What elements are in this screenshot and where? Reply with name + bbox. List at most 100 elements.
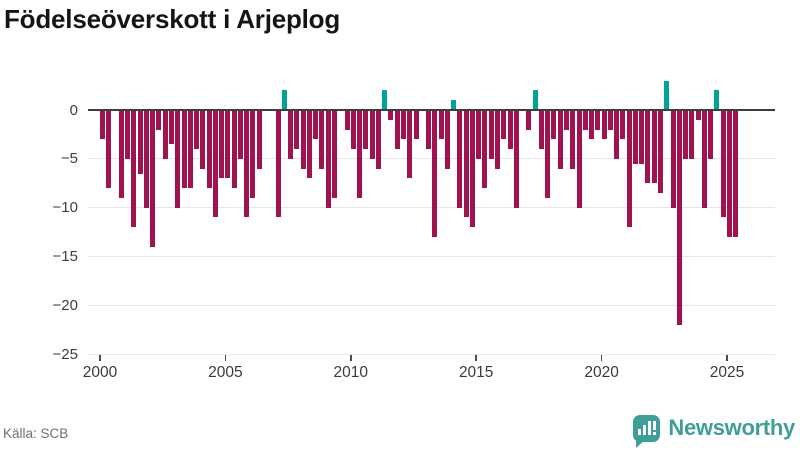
bar-q15 (194, 110, 200, 150)
y-axis-label: −25 (52, 345, 78, 363)
zero-axis-line (88, 108, 775, 112)
bar-q101 (733, 110, 739, 237)
bar-q13 (181, 110, 187, 189)
logo-exclamation-icon (653, 420, 657, 430)
logo-bar-icon (648, 420, 652, 435)
x-tick-2000 (99, 355, 101, 361)
bar-q16 (200, 110, 206, 169)
bar-q42 (363, 110, 369, 150)
source-note: Källa: SCB (3, 426, 69, 441)
bar-q47 (394, 110, 400, 150)
bar-q10 (162, 110, 168, 159)
x-tick-2005 (224, 355, 227, 361)
bar-q58 (463, 110, 469, 218)
newsworthy-logo-icon (633, 414, 661, 448)
bar-q62 (488, 110, 494, 159)
bar-q68 (526, 110, 532, 130)
bar-q22 (237, 110, 243, 159)
bar-q89 (658, 110, 664, 194)
bar-q59 (469, 110, 475, 228)
bar-q79 (595, 110, 601, 130)
bar-q34 (313, 110, 319, 140)
bar-q54 (438, 110, 444, 140)
gridline--20 (88, 304, 775, 306)
gridline--5 (88, 158, 775, 160)
bar-q98 (714, 90, 720, 110)
bar-q3 (118, 110, 124, 198)
bar-q35 (319, 110, 325, 169)
bar-q64 (501, 110, 507, 140)
bar-q84 (626, 110, 632, 228)
y-axis-label: −20 (52, 296, 78, 314)
bar-q37 (331, 110, 337, 198)
bar-q48 (400, 110, 406, 140)
y-axis-label: −10 (52, 199, 78, 217)
bar-q9 (156, 110, 162, 130)
bar-q36 (325, 110, 331, 208)
bar-q100 (727, 110, 732, 237)
gridline--10 (88, 207, 775, 209)
newsworthy-logo[interactable]: Newsworthy (633, 410, 795, 448)
bar-q93 (683, 110, 689, 159)
bar-q70 (538, 110, 544, 150)
bar-q8 (150, 110, 156, 247)
bar-q81 (607, 110, 613, 130)
bar-q7 (143, 110, 149, 208)
bar-q11 (168, 110, 174, 145)
bar-q60 (476, 110, 482, 159)
y-axis-label: 0 (69, 101, 78, 119)
gridline--15 (88, 256, 775, 258)
bar-q23 (244, 110, 250, 218)
bar-q30 (288, 110, 294, 159)
bar-q44 (375, 110, 381, 169)
bar-q65 (507, 110, 513, 150)
x-axis-label: 2015 (458, 364, 494, 381)
bar-q55 (444, 110, 450, 169)
y-axis-label: −5 (60, 150, 78, 168)
bar-q25 (256, 110, 262, 169)
x-axis-label: 2005 (208, 364, 243, 381)
logo-speech-tail (636, 439, 646, 448)
bar-q21 (231, 110, 237, 189)
bar-q91 (670, 110, 676, 208)
bar-q76 (576, 110, 582, 208)
bar-q88 (651, 110, 657, 184)
bar-q50 (413, 110, 419, 140)
bar-q5 (131, 110, 137, 228)
y-axis-label: −15 (52, 248, 78, 266)
bar-q32 (300, 110, 306, 169)
bar-q12 (175, 110, 181, 208)
x-tick-2020 (600, 355, 603, 361)
bar-q71 (545, 110, 551, 198)
chart-title: Födelseöverskott i Arjeplog (4, 4, 341, 34)
gridline--25 (88, 353, 775, 355)
bar-q92 (676, 110, 682, 325)
bar-q14 (187, 110, 193, 189)
newsworthy-logo-text: Newsworthy (668, 415, 795, 440)
bar-q56 (451, 100, 457, 110)
x-axis-label: 2010 (333, 364, 369, 381)
bar-q61 (482, 110, 488, 189)
bar-q53 (432, 110, 438, 237)
bar-q20 (225, 110, 231, 179)
bar-q90 (664, 80, 670, 110)
bar-q97 (708, 110, 714, 159)
bar-q0 (100, 110, 105, 140)
bar-q95 (695, 110, 701, 120)
bar-q96 (701, 110, 707, 208)
bar-q43 (369, 110, 375, 159)
bar-q18 (212, 110, 218, 218)
bar-q19 (219, 110, 225, 179)
logo-bar-icon (643, 424, 647, 435)
bar-q41 (357, 110, 363, 198)
x-tick-2010 (350, 355, 352, 361)
bar-q82 (614, 110, 620, 159)
bar-q6 (137, 110, 143, 174)
bar-q83 (620, 110, 626, 140)
bar-q69 (532, 90, 538, 110)
x-axis-label: 2025 (709, 364, 745, 381)
bar-q52 (426, 110, 432, 150)
bar-q99 (720, 110, 726, 218)
x-axis-label: 2020 (584, 364, 619, 381)
